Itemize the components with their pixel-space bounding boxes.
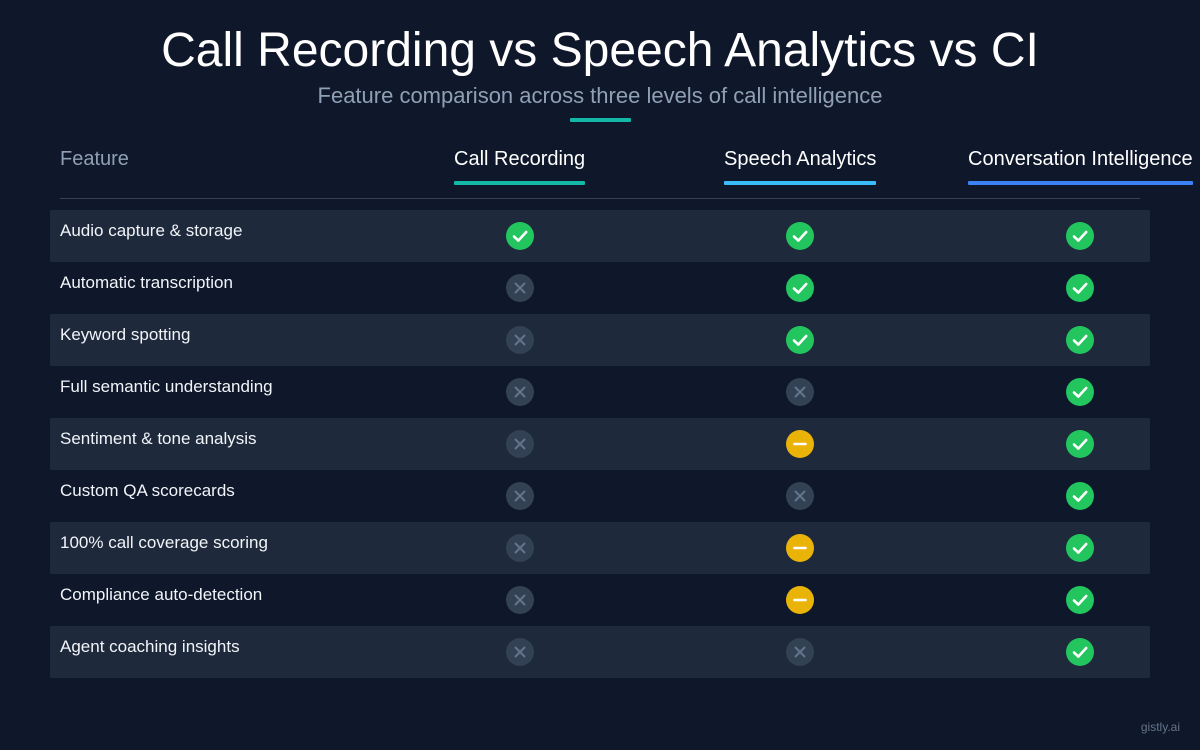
feature-label: Audio capture & storage [60, 221, 243, 240]
header-speech-analytics: Speech Analytics [724, 145, 877, 185]
title-accent-bar [570, 118, 631, 122]
table-row: Compliance auto-detection [50, 574, 1150, 626]
x-icon [506, 378, 534, 406]
x-icon [506, 326, 534, 354]
check-icon [1066, 222, 1094, 250]
header-speech-analytics-underline [724, 181, 877, 185]
table-row: Audio capture & storage [50, 210, 1150, 262]
check-icon [786, 326, 814, 354]
header-divider [60, 198, 1140, 199]
feature-label: Full semantic understanding [60, 377, 273, 396]
check-icon [506, 222, 534, 250]
table-row: Sentiment & tone analysis [50, 418, 1150, 470]
header-feature: Feature [60, 148, 129, 170]
minus-icon [786, 430, 814, 458]
feature-label: Keyword spotting [60, 325, 191, 344]
check-icon [786, 222, 814, 250]
header-conversation-intelligence-label: Conversation Intelligence [968, 148, 1193, 170]
table-row: Custom QA scorecards [50, 470, 1150, 522]
check-icon [1066, 638, 1094, 666]
header-conversation-intelligence: Conversation Intelligence [968, 145, 1193, 185]
feature-label: Automatic transcription [60, 273, 233, 292]
check-icon [1066, 534, 1094, 562]
header-call-recording-label: Call Recording [454, 148, 586, 170]
header-call-recording-underline [454, 181, 586, 185]
feature-table-body: Audio capture & storage Automatic transcr… [50, 210, 1150, 678]
feature-label: Compliance auto-detection [60, 585, 263, 604]
check-icon [1066, 586, 1094, 614]
x-icon [506, 430, 534, 458]
check-icon [1066, 378, 1094, 406]
table-row: Agent coaching insights [50, 626, 1150, 678]
feature-label: Agent coaching insights [60, 637, 240, 656]
minus-icon [786, 586, 814, 614]
page-subtitle: Feature comparison across three levels o… [317, 83, 883, 108]
feature-label: 100% call coverage scoring [60, 533, 268, 552]
check-icon [1066, 274, 1094, 302]
header-conversation-intelligence-underline [968, 181, 1193, 185]
table-header: Feature Call Recording Speech Analytics … [0, 145, 1200, 189]
x-icon [506, 274, 534, 302]
feature-label: Custom QA scorecards [60, 481, 235, 500]
check-icon [786, 274, 814, 302]
page-title: Call Recording vs Speech Analytics vs CI [161, 24, 1039, 77]
table-row: Automatic transcription [50, 262, 1150, 314]
check-icon [1066, 326, 1094, 354]
x-icon [786, 482, 814, 510]
x-icon [506, 534, 534, 562]
x-icon [506, 482, 534, 510]
x-icon [786, 378, 814, 406]
check-icon [1066, 430, 1094, 458]
table-row: Full semantic understanding [50, 366, 1150, 418]
footer-brand: gistly.ai [1140, 720, 1180, 734]
minus-icon [786, 534, 814, 562]
table-row: 100% call coverage scoring [50, 522, 1150, 574]
check-icon [1066, 482, 1094, 510]
x-icon [506, 586, 534, 614]
feature-label: Sentiment & tone analysis [60, 429, 257, 448]
x-icon [506, 638, 534, 666]
header-call-recording: Call Recording [454, 145, 586, 185]
table-row: Keyword spotting [50, 314, 1150, 366]
x-icon [786, 638, 814, 666]
header-speech-analytics-label: Speech Analytics [724, 148, 877, 170]
